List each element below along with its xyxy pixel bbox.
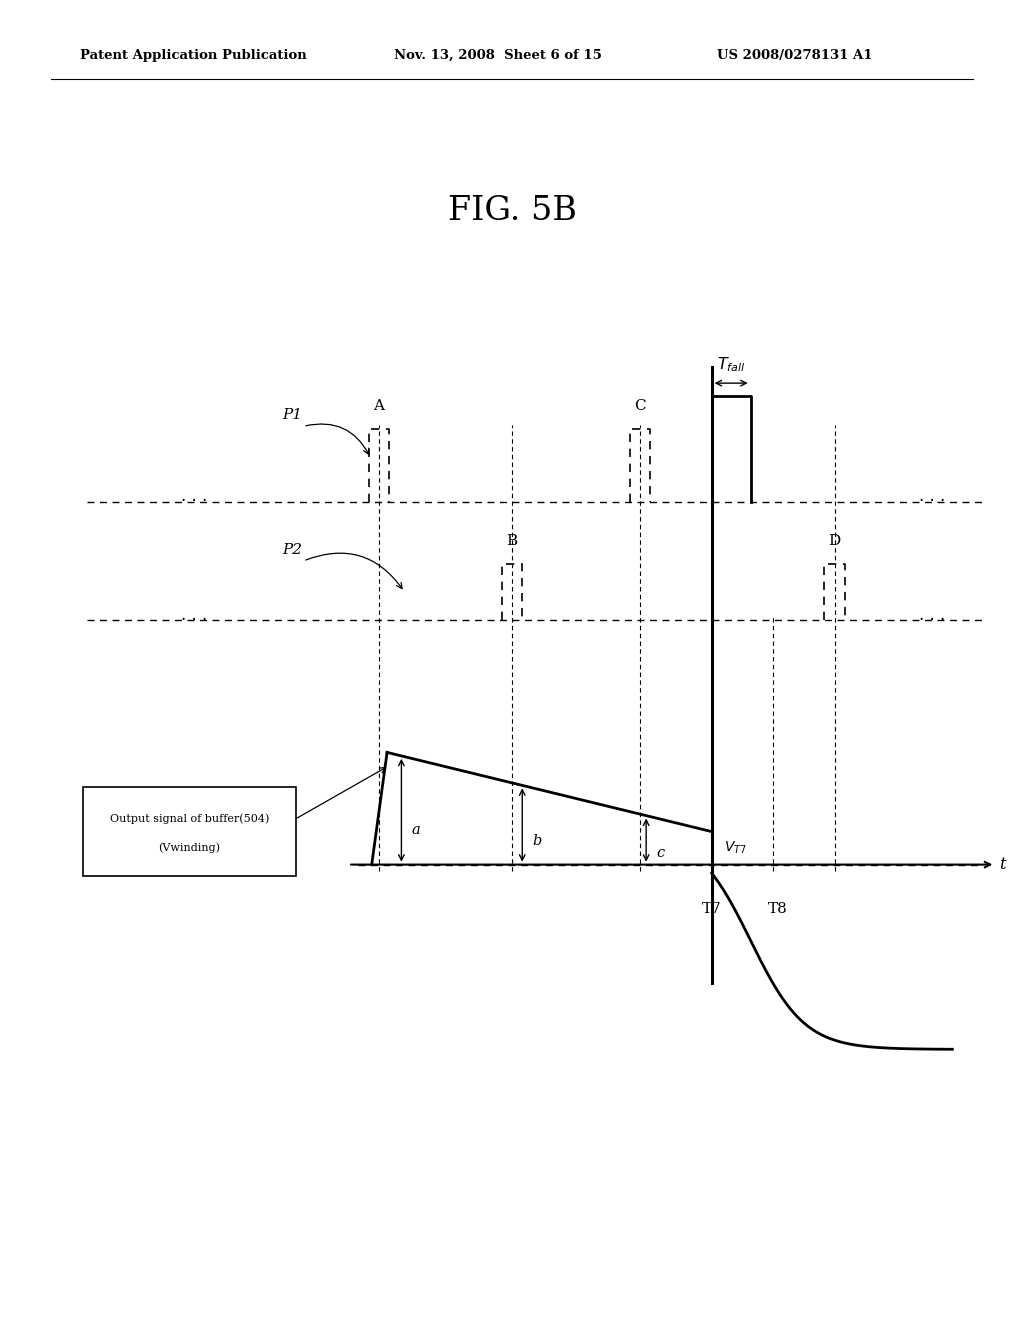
Text: . . .: . . . (919, 606, 945, 624)
Text: a: a (412, 824, 421, 837)
Text: B: B (507, 533, 517, 548)
Text: FIG. 5B: FIG. 5B (447, 195, 577, 227)
Text: c: c (656, 846, 665, 861)
Text: (Vwinding): (Vwinding) (159, 842, 220, 853)
Text: t: t (999, 857, 1006, 873)
FancyBboxPatch shape (83, 787, 296, 876)
Text: D: D (828, 533, 841, 548)
Text: $T_{fall}$: $T_{fall}$ (717, 355, 745, 374)
Text: . . .: . . . (919, 487, 945, 506)
Text: . . .: . . . (181, 606, 208, 624)
Text: $V_{T7}$: $V_{T7}$ (724, 840, 746, 855)
Text: . . .: . . . (181, 487, 208, 506)
Text: C: C (634, 399, 646, 413)
Text: Nov. 13, 2008  Sheet 6 of 15: Nov. 13, 2008 Sheet 6 of 15 (394, 49, 602, 62)
Text: A: A (374, 399, 384, 413)
Text: US 2008/0278131 A1: US 2008/0278131 A1 (717, 49, 872, 62)
Text: P2: P2 (282, 543, 302, 557)
Text: T7: T7 (701, 902, 722, 916)
Text: T8: T8 (768, 902, 788, 916)
Text: Patent Application Publication: Patent Application Publication (80, 49, 306, 62)
Text: Output signal of buffer(504): Output signal of buffer(504) (110, 813, 269, 824)
Text: P1: P1 (282, 408, 302, 422)
Text: b: b (532, 834, 542, 847)
